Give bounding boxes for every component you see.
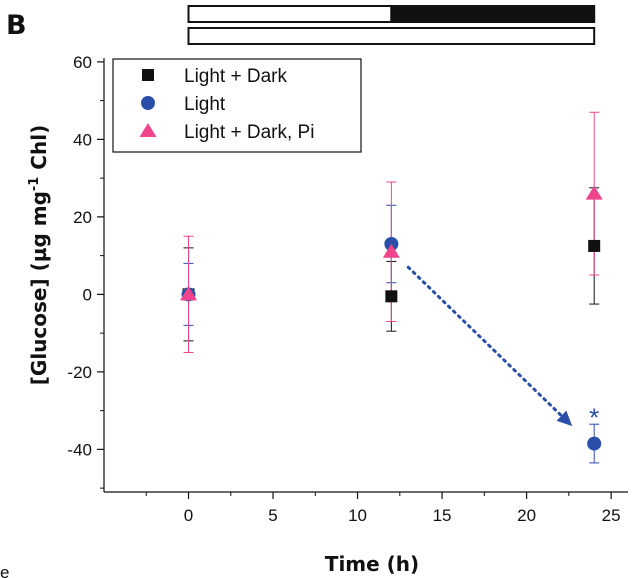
y-axis-label-tail: Chl)	[27, 125, 51, 177]
significance-asterisk: *	[589, 403, 599, 433]
legend-label-light-dark: Light + Dark	[184, 66, 287, 87]
bar-1-dark-segment-2	[390, 5, 596, 23]
light-point-24	[587, 436, 602, 451]
y-axis-label-sup: -1	[27, 177, 42, 191]
data-marks	[180, 111, 603, 464]
panel-label: B	[6, 10, 27, 41]
legend-marker-light	[141, 96, 155, 110]
dotted-arrow-line	[406, 265, 563, 418]
y-tick-label-60: 60	[73, 53, 92, 72]
legend-label-light-dark-pi: Light + Dark, Pi	[184, 122, 314, 143]
light-dark-point-12	[385, 290, 398, 303]
light-dark-bars	[187, 5, 596, 45]
y-axis-label-main: [Glucose] (µg mg	[27, 191, 51, 385]
y-tick-label-20: 20	[73, 208, 92, 227]
corner-text: e	[0, 563, 9, 578]
x-tick-label-0: 0	[184, 506, 193, 525]
x-tick-label-25: 25	[602, 506, 621, 525]
x-tick-label-15: 15	[433, 506, 452, 525]
bar-2-light-segment-1	[187, 27, 596, 45]
x-tick-label-5: 5	[268, 506, 277, 525]
legend-label-light: Light	[184, 94, 226, 115]
legend-marker-light-dark-pi	[139, 123, 157, 137]
light-dark-point-24	[588, 239, 601, 252]
light-dark-pi-point-0	[180, 286, 198, 301]
x-axis-label: Time (h)	[325, 552, 419, 576]
y-tick-label-0: 0	[83, 285, 92, 304]
dotted-arrow-head	[556, 410, 573, 427]
light-dark-pi-point-12	[382, 243, 400, 258]
annotations: *	[406, 265, 599, 433]
y-tick-label--40: -40	[67, 440, 92, 459]
y-tick-label-40: 40	[73, 130, 92, 149]
y-tick-label--20: -20	[67, 363, 92, 382]
legend: Light + Dark Light Light + Dark, Pi	[112, 58, 362, 153]
y-axis-label: [Glucose] (µg mg-1 Chl)	[27, 125, 51, 385]
ticks: 0 5 10 15 20 25 -40 -20 0 20 40 60	[67, 53, 620, 525]
light-dark-pi-point-24	[585, 185, 603, 200]
legend-marker-light-dark	[142, 69, 154, 81]
x-tick-label-20: 20	[517, 506, 536, 525]
bar-1-light-segment-1	[187, 5, 393, 23]
axes	[103, 58, 628, 493]
x-tick-label-10: 10	[348, 506, 367, 525]
